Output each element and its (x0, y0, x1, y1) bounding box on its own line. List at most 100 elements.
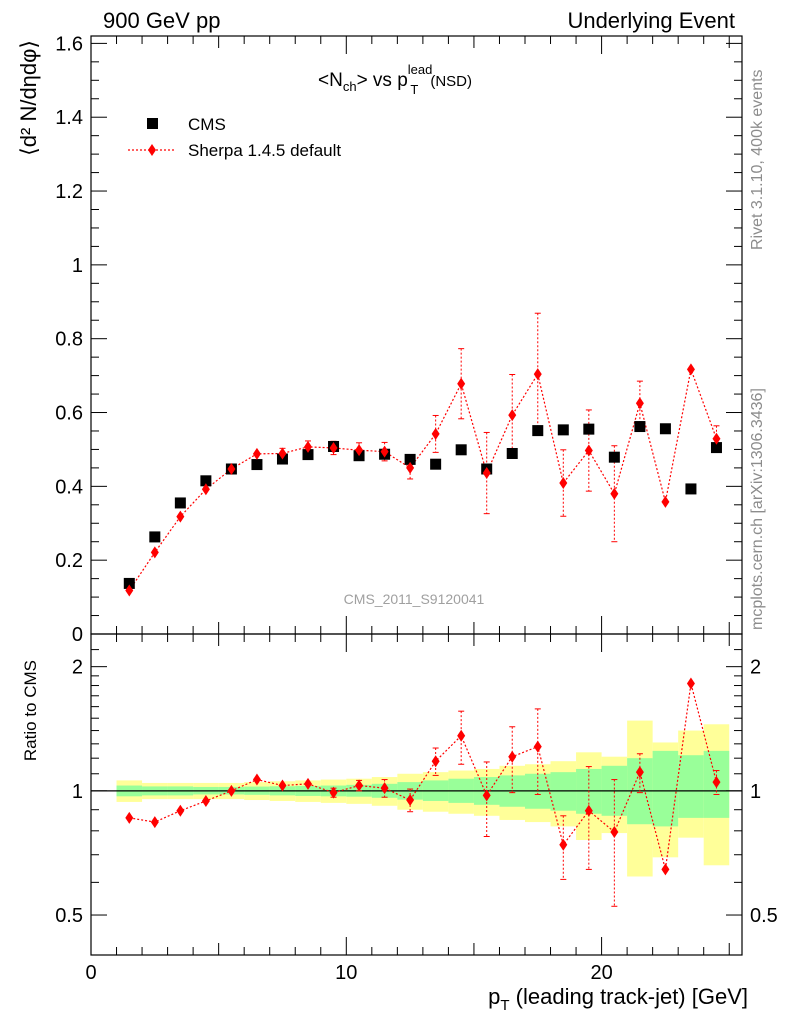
ratio-mc-point (584, 804, 593, 817)
ratio-mc-point (482, 789, 491, 802)
title-main: <N (318, 70, 343, 91)
mc-point (329, 441, 338, 454)
mc-point (380, 445, 389, 458)
ratio-mc-point (355, 779, 364, 792)
legend: CMS Sherpa 1.4.5 default (128, 115, 341, 160)
header-left: 900 GeV pp (103, 8, 220, 33)
header-right: Underlying Event (567, 8, 735, 33)
main-ytick-label: 1.4 (55, 107, 83, 129)
ratio-ylabel: Ratio to CMS (21, 660, 40, 761)
ratio-mc-point (610, 825, 619, 838)
ratio-frame (90, 633, 743, 956)
mc-point (252, 447, 261, 460)
ratio-mc-point (635, 766, 644, 779)
xlabel-rest: (leading track-jet) [GeV] (510, 984, 748, 1009)
title-vs: > vs p (357, 70, 408, 91)
ratio-ytick-label-right: 2 (750, 657, 761, 679)
ratio-mc-point (176, 804, 185, 817)
main-ytick-label: 1.2 (55, 181, 83, 203)
data-point (430, 458, 442, 470)
ratio-ytick-label: 0.5 (55, 905, 83, 927)
ratio-ytick-label-right: 0.5 (750, 905, 778, 927)
mc-point (610, 487, 619, 500)
data-point (532, 425, 544, 437)
ratio-mc-point (431, 755, 440, 768)
mc-point (686, 363, 695, 376)
legend-data-marker (147, 118, 158, 129)
ratio-mc-point (508, 750, 517, 763)
data-point (455, 444, 467, 456)
ratio-mc-point (329, 786, 338, 799)
ratio-mc-point (252, 773, 261, 786)
main-ylabel: ⟨d² N/dηdφ⟩ (16, 40, 41, 156)
ratio-mc-point (533, 740, 542, 753)
ratio-mc-point (227, 784, 236, 797)
ratio-xtick-label: 0 (85, 962, 96, 984)
data-point (634, 421, 646, 433)
title-sub-ch: ch (343, 79, 357, 94)
ratio-mc-point (125, 811, 134, 824)
data-point (506, 447, 518, 459)
title-suffix: (NSD) (430, 73, 472, 90)
ratio-mc-point (712, 776, 721, 789)
data-point (659, 423, 671, 435)
data-point (583, 423, 595, 435)
ratio-ytick-label-right: 1 (750, 781, 761, 803)
title-sup: lead (408, 62, 433, 77)
mc-point (125, 584, 134, 597)
mc-point (150, 546, 159, 559)
mc-point (559, 477, 568, 490)
main-ytick-label: 0.6 (55, 403, 83, 425)
ratio-mc-line (129, 683, 718, 870)
legend-mc-label: Sherpa 1.4.5 default (188, 141, 341, 160)
data-point (123, 577, 135, 589)
mc-point (431, 427, 440, 440)
mc-point (355, 444, 364, 457)
xlabel-main: p (488, 984, 500, 1009)
ratio-mc-point (661, 863, 670, 876)
xlabel-sub: T (500, 997, 509, 1014)
ratio-mc-point (686, 677, 695, 690)
mc-point (661, 495, 670, 508)
main-ytick-label: 0.4 (55, 476, 83, 498)
main-panel: 0 0.2 0.4 0.6 0.8 1 1.2 1.4 1.6 (55, 33, 743, 646)
x-axis-label: pT (leading track-jet) [GeV] (488, 984, 748, 1014)
data-point (149, 531, 161, 543)
ratio-xtick-label: 20 (590, 962, 612, 984)
mc-point (201, 483, 210, 496)
legend-data-label: CMS (188, 115, 226, 134)
data-point (251, 459, 263, 471)
data-point (557, 424, 569, 436)
legend-mc-marker (148, 144, 156, 156)
ratio-mc-point (457, 729, 466, 742)
mc-point (712, 432, 721, 445)
ratio-mc-point (304, 777, 312, 790)
ratio-ytick-label: 2 (72, 657, 83, 679)
band-inner-segment (652, 750, 679, 827)
rivet-label: Rivet 3.1.10, 400k events (749, 69, 766, 250)
mc-point (508, 409, 517, 422)
main-ytick-label: 1 (72, 255, 83, 277)
band-inner-segment (678, 755, 704, 818)
mc-point (176, 510, 185, 523)
data-point (685, 483, 697, 495)
ratio-panel: 0 10 20 0.5 0.5 1 1 2 2 (55, 633, 778, 984)
mc-line (128, 367, 718, 591)
mc-point (635, 397, 644, 410)
title-subT: T (410, 82, 418, 97)
mc-point (227, 462, 236, 475)
data-point (174, 497, 186, 509)
ratio-mc-point (278, 779, 287, 792)
data-point (200, 475, 212, 487)
ratio-mc-point (406, 794, 415, 807)
main-ytick-label: 0.2 (55, 550, 83, 572)
mc-point (278, 447, 287, 460)
data-point (608, 451, 620, 463)
mcplots-label: mcplots.cern.ch [arXiv:1306.3436] (749, 388, 766, 630)
mc-point (584, 444, 593, 457)
data-point (302, 449, 314, 461)
plot-title: <Nch> vs plead T (NSD) (318, 62, 472, 97)
ratio-ytick-label: 1 (72, 781, 83, 803)
ratio-mc-point (201, 794, 210, 807)
